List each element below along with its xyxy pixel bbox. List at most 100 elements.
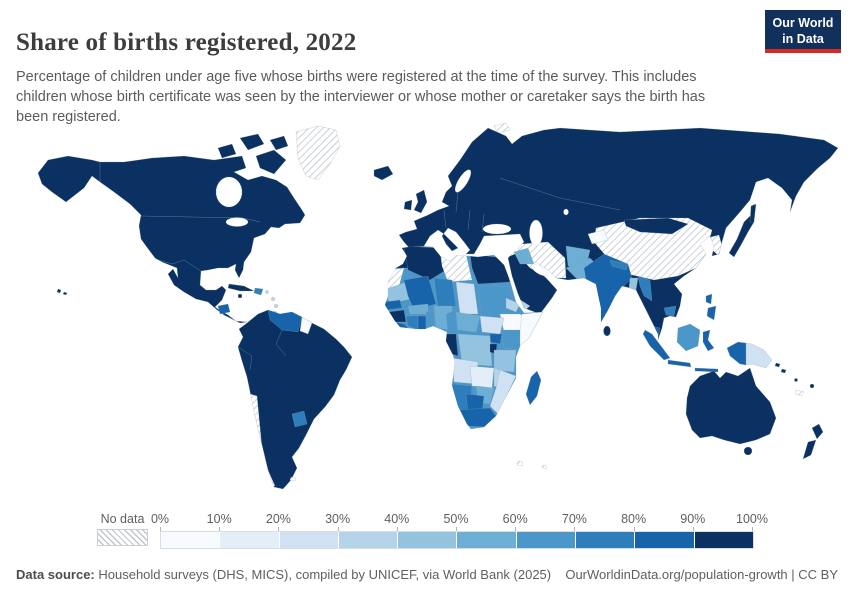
legend-swatch-bin-2[interactable]: [279, 532, 339, 548]
country-iceland[interactable]: [373, 165, 394, 181]
world-map: [0, 118, 850, 516]
country-burkina-faso[interactable]: [407, 303, 429, 315]
legend-swatch-bin-0[interactable]: [161, 532, 221, 548]
sakhalin[interactable]: [749, 203, 757, 223]
great-lakes: [225, 217, 249, 227]
country-bangladesh[interactable]: [628, 277, 639, 291]
country-myanmar[interactable]: [637, 275, 653, 302]
country-sri-lanka[interactable]: [603, 325, 611, 337]
legend-tick-mark: [692, 527, 694, 531]
country-puerto-rico[interactable]: [265, 290, 269, 294]
country-uganda[interactable]: [489, 333, 503, 345]
map-legend: No data 0% 10% 20% 30% 40% 50% 60% 70% 80% 90% 100…: [0, 512, 850, 556]
legend-swatch-bin-9[interactable]: [694, 532, 753, 548]
country-tanzania[interactable]: [493, 349, 517, 373]
legend-tick-label: 10%: [206, 512, 232, 526]
legend-swatch-bin-5[interactable]: [457, 532, 517, 548]
country-hispaniola[interactable]: [253, 287, 264, 296]
legend-tick-mark: [456, 527, 457, 531]
country-dr-congo[interactable]: [457, 333, 493, 367]
country-guinea[interactable]: [387, 309, 407, 323]
legend-swatch-bin-8[interactable]: [635, 532, 695, 548]
country-niger[interactable]: [433, 277, 457, 309]
baltic-sea: [454, 169, 472, 193]
persian-gulf: [531, 264, 547, 276]
legend-tick-label: 60%: [502, 512, 528, 526]
country-papua-new-guinea[interactable]: [745, 342, 773, 369]
country-honduras[interactable]: [217, 303, 231, 315]
country-mozambique[interactable]: [489, 369, 517, 415]
country-new-zealand[interactable]: [802, 423, 824, 460]
region-canada-arctic-islands[interactable]: [217, 133, 289, 175]
country-cuba[interactable]: [227, 283, 255, 292]
vanuatu[interactable]: [794, 378, 798, 382]
country-eritrea[interactable]: [505, 297, 521, 313]
country-guyana[interactable]: [299, 316, 313, 335]
country-zambia[interactable]: [469, 365, 495, 389]
country-ireland[interactable]: [403, 199, 413, 211]
hawaii[interactable]: [56, 288, 68, 296]
region-south-america[interactable]: [237, 309, 353, 490]
country-south-africa[interactable]: [455, 407, 497, 428]
new-guinea-west[interactable]: [726, 341, 747, 366]
sumatra[interactable]: [642, 329, 671, 361]
legend-tick-label: 100%: [736, 512, 768, 526]
tasmania[interactable]: [743, 446, 753, 456]
country-senegal[interactable]: [384, 299, 403, 311]
country-gabon-congo[interactable]: [441, 333, 459, 357]
country-greenland[interactable]: [295, 125, 341, 181]
country-philippines[interactable]: [705, 293, 717, 321]
country-kenya[interactable]: [501, 329, 521, 351]
country-benin-togo[interactable]: [425, 309, 435, 329]
legend-swatch-bin-7[interactable]: [576, 532, 636, 548]
country-chad[interactable]: [455, 281, 479, 315]
country-australia[interactable]: [685, 367, 777, 445]
legend-tick-label: 70%: [561, 512, 587, 526]
country-cambodia[interactable]: [663, 305, 677, 317]
country-somalia[interactable]: [517, 311, 543, 349]
legend-swatch-bin-3[interactable]: [338, 532, 399, 548]
new-caledonia[interactable]: [794, 389, 805, 397]
country-kyrgyzstan-tajikistan[interactable]: [587, 229, 609, 245]
fiji[interactable]: [809, 383, 815, 389]
data-source-text: Household surveys (DHS, MICS), compiled …: [94, 567, 552, 582]
legend-tick-mark: [574, 527, 576, 531]
lesser-sunda[interactable]: [694, 367, 719, 373]
owid-logo[interactable]: Our World in Data: [765, 10, 841, 53]
falkland-islands[interactable]: [289, 476, 297, 482]
legend-swatch-bin-4[interactable]: [398, 532, 458, 548]
country-mongolia[interactable]: [623, 217, 689, 235]
legend-no-data-swatch[interactable]: [97, 529, 148, 546]
country-cameroon[interactable]: [445, 309, 459, 339]
legend-tick-mark: [752, 527, 753, 531]
country-venezuela[interactable]: [267, 310, 303, 333]
legend-bar-wrap: 0% 10% 20% 30% 40% 50% 60% 70% 80% 90% 100%: [151, 512, 768, 549]
country-svalbard[interactable]: [493, 122, 511, 134]
country-nepal[interactable]: [609, 259, 629, 271]
owid-logo-line1: Our World: [772, 16, 834, 30]
owid-footer-link[interactable]: OurWorldinData.org/population-growth | C…: [565, 567, 838, 582]
legend-tick-label: 80%: [621, 512, 647, 526]
country-madagascar[interactable]: [525, 370, 542, 406]
country-central-african-republic[interactable]: [455, 311, 481, 333]
country-paraguay[interactable]: [291, 410, 308, 428]
region-north-america[interactable]: [37, 155, 306, 324]
country-south-sudan[interactable]: [479, 315, 505, 335]
black-sea: [482, 223, 512, 235]
legend-tick-labels: 0% 10% 20% 30% 40% 50% 60% 70% 80% 90% 100%: [151, 512, 768, 531]
java[interactable]: [667, 359, 692, 368]
aral-sea: [563, 208, 569, 216]
country-sudan[interactable]: [477, 285, 515, 319]
legend-swatch-bin-1[interactable]: [220, 532, 280, 548]
sulawesi[interactable]: [702, 329, 715, 352]
legend-no-data: No data: [97, 512, 148, 546]
country-uk[interactable]: [413, 189, 428, 214]
french-southern-islands[interactable]: [516, 460, 548, 470]
borneo[interactable]: [676, 323, 701, 352]
country-jamaica[interactable]: [237, 293, 243, 299]
country-ghana[interactable]: [417, 315, 427, 331]
legend-swatch-bin-6[interactable]: [516, 532, 577, 548]
solomon-islands[interactable]: [774, 362, 787, 374]
legend-tick-label: 0%: [150, 512, 170, 526]
legend-tick-mark: [278, 527, 280, 531]
